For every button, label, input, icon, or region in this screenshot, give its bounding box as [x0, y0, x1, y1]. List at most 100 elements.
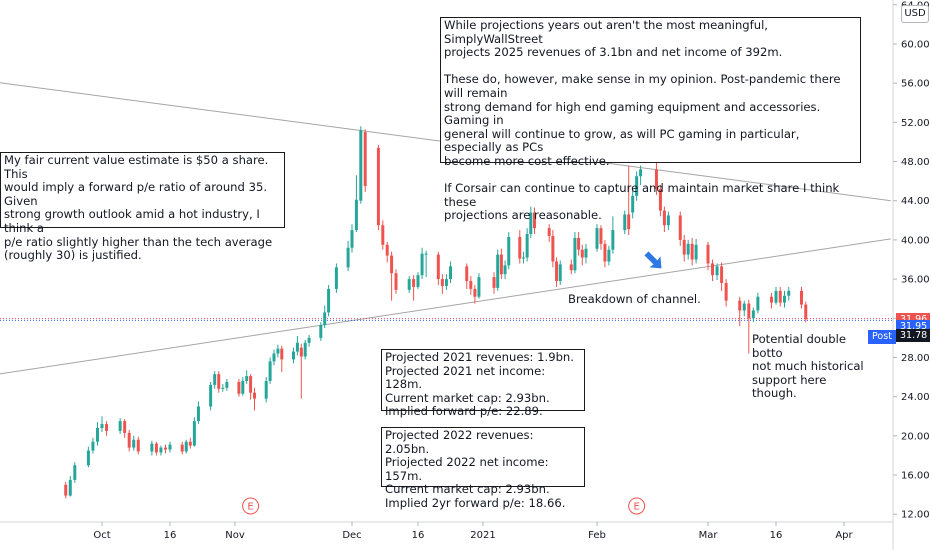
candle-body	[706, 244, 710, 264]
candle-body	[627, 214, 631, 230]
candle-body	[666, 215, 670, 226]
candle-body	[529, 212, 533, 235]
candle-body	[86, 450, 90, 466]
y-tick-label: 24.00	[901, 392, 930, 403]
candle-body	[188, 441, 192, 446]
y-tick-label: 12.00	[901, 510, 930, 521]
candle-body	[292, 351, 295, 360]
candle-body	[168, 444, 172, 450]
candle-body	[412, 279, 416, 287]
candle-body	[334, 267, 338, 289]
candle-body	[163, 447, 167, 450]
candle-body	[603, 243, 607, 262]
x-tick-label: 16	[164, 530, 177, 541]
candle-body	[769, 296, 773, 303]
candle-body	[241, 380, 245, 394]
candle-body	[551, 235, 555, 262]
candle-body	[569, 264, 573, 271]
candle-body	[724, 283, 728, 301]
x-tick-label: Apr	[835, 530, 853, 541]
x-tick-label: Nov	[225, 530, 245, 541]
candle-body	[100, 424, 104, 428]
annotation-projection-2025: While projections years out aren't the m…	[440, 17, 861, 222]
candle-body	[444, 279, 448, 286]
candle-body	[477, 277, 481, 297]
candle-body	[573, 237, 577, 271]
y-tick-label: 48.00	[901, 157, 930, 168]
annotation-projection-2022: Projected 2022 revenues: 2.05bn. Priojec…	[381, 427, 585, 510]
y-tick-label: 60.00	[901, 39, 930, 50]
x-tick-label: 16	[412, 530, 425, 541]
candle-body	[599, 228, 603, 244]
candle-body	[465, 266, 469, 282]
candle-body	[323, 312, 327, 326]
candle-body	[394, 273, 398, 290]
candle-body	[521, 257, 525, 259]
candle-body	[64, 484, 68, 496]
currency-button[interactable]: USD	[901, 5, 929, 23]
candle-body	[715, 266, 719, 276]
candle-body	[268, 361, 272, 381]
candle-body	[800, 290, 803, 305]
candle-body	[658, 188, 662, 211]
candle-body	[319, 325, 323, 338]
x-tick-label: Dec	[342, 530, 361, 541]
y-tick-label: 44.00	[901, 196, 930, 207]
candle-body	[225, 381, 229, 388]
y-tick-label: 52.00	[901, 118, 930, 129]
candle-body	[654, 169, 658, 189]
trendline-2	[0, 238, 891, 375]
candle-body	[547, 228, 551, 236]
candle-body	[264, 380, 268, 399]
x-tick-label: 16	[770, 530, 783, 541]
post-market-badge: Post	[868, 330, 896, 344]
candle-body	[276, 348, 280, 354]
candle-body	[584, 248, 588, 258]
y-tick-label: 28.00	[901, 353, 930, 364]
candle-body	[221, 387, 225, 389]
price-label-3: 31.78	[896, 329, 930, 343]
annotation-projection-2021: Projected 2021 revenues: 1.9bn. Projecte…	[381, 349, 585, 418]
candle-body	[631, 195, 635, 213]
x-tick-label: Oct	[93, 530, 110, 541]
candle-body	[118, 421, 122, 431]
candle-body	[635, 176, 639, 196]
candle-body	[73, 465, 77, 480]
trendline-1	[0, 82, 891, 202]
candle-body	[390, 255, 394, 274]
candle-body	[307, 337, 311, 343]
candle-body	[424, 253, 428, 255]
candle-body	[363, 132, 367, 187]
candle-body	[299, 347, 303, 357]
candle-body	[436, 254, 440, 280]
candle-body	[787, 290, 791, 296]
candle-body	[91, 441, 95, 451]
candle-body	[253, 392, 256, 399]
candle-body	[507, 236, 511, 266]
earnings-marker-label: E	[247, 502, 253, 513]
candle-body	[449, 266, 452, 280]
candle-body	[611, 230, 615, 250]
candle-body	[280, 348, 284, 360]
candle-body	[595, 228, 599, 249]
annotation-double-bottom: Potential double botto not much historic…	[752, 333, 864, 401]
candle-body	[686, 243, 690, 255]
candle-body	[213, 374, 217, 385]
candle-body	[518, 236, 522, 259]
candle-body	[580, 249, 584, 258]
candle-body	[742, 303, 746, 311]
candle-body	[492, 277, 496, 288]
candle-body	[105, 424, 109, 431]
candle-body	[346, 247, 350, 268]
candle-body	[159, 447, 163, 453]
candle-body	[381, 225, 385, 245]
candle-body	[747, 303, 751, 319]
candle-body	[525, 234, 529, 258]
candle-body	[217, 374, 221, 389]
earnings-marker-icon	[628, 497, 646, 515]
candle-body	[682, 239, 686, 255]
candle-body	[774, 290, 778, 303]
candle-body	[196, 406, 200, 422]
candle-body	[68, 479, 72, 496]
